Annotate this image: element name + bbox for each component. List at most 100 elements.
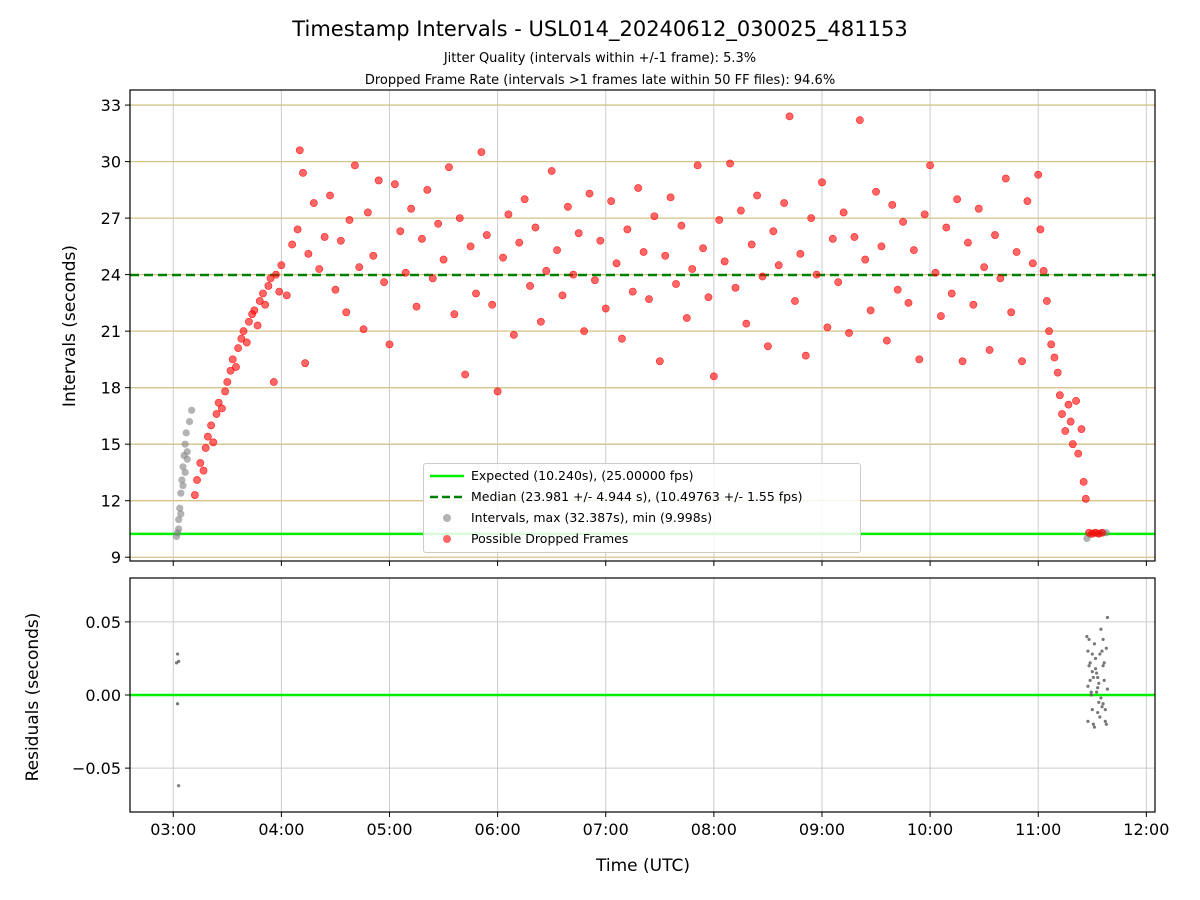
dropped-frame-point <box>563 202 572 211</box>
dropped-frame-point <box>295 146 304 155</box>
dropped-frame-point <box>190 491 199 499</box>
dropped-frame-point <box>299 168 307 177</box>
residual-point <box>1105 687 1110 691</box>
dropped-frame-point <box>520 195 529 204</box>
dropped-frame-point <box>942 223 951 232</box>
residual-point <box>1090 708 1094 712</box>
top-y-axis-label: Intervals (seconds) <box>60 245 80 407</box>
dropped-frame-point <box>301 359 310 368</box>
dropped-frame-point <box>350 161 359 170</box>
residual-point <box>1099 696 1103 700</box>
dropped-frame-point <box>1034 170 1043 179</box>
dropped-frame-point <box>985 346 994 354</box>
x-tick-label: 12:00 <box>1123 820 1169 839</box>
dropped-frame-point <box>203 432 212 441</box>
dropped-frame-point <box>207 421 215 430</box>
residual-point <box>1085 634 1089 639</box>
residual-point <box>1101 702 1105 706</box>
y-tick-label: 15 <box>101 435 121 454</box>
dropped-frame-point <box>888 201 897 209</box>
dropped-frame-point <box>199 466 208 475</box>
dropped-frame-point <box>926 161 935 170</box>
residual-point <box>1104 722 1108 726</box>
interval-point <box>182 429 190 437</box>
plot-frame <box>129 577 1156 813</box>
dropped-frame-point <box>937 312 945 320</box>
residual-point <box>1098 715 1102 719</box>
dropped-frame-point <box>682 314 691 322</box>
dropped-frame-point <box>536 317 545 326</box>
residual-point <box>1086 719 1090 723</box>
x-tick-label: 04:00 <box>258 820 304 839</box>
dropped-frame-point <box>369 251 378 260</box>
dropped-frame-point <box>661 251 670 260</box>
chart-legend: Expected (10.240s), (25.00000 fps) Media… <box>423 463 861 553</box>
dropped-frame-point <box>212 410 221 418</box>
dropped-frame-point <box>272 270 280 279</box>
dropped-frame-point <box>261 300 270 309</box>
dropped-frame-point <box>374 176 383 185</box>
dropped-frame-point <box>221 387 230 396</box>
residual-point <box>1096 686 1100 690</box>
dropped-frame-point <box>899 217 907 226</box>
dropped-frame-point <box>1079 477 1088 486</box>
dropped-frame-point <box>834 278 843 287</box>
dropped-frame-point <box>1055 391 1064 400</box>
legend-label-intervals: Intervals, max (32.387s), min (9.998s) <box>471 510 713 525</box>
residual-point <box>1096 710 1100 715</box>
dropped-frame-point <box>731 283 740 292</box>
dropped-frame-point <box>488 300 497 309</box>
dropped-frame-point <box>245 317 253 326</box>
dropped-frame-point <box>1058 410 1066 418</box>
dropped-frame-point <box>974 204 983 213</box>
dropped-frame-point <box>253 321 262 330</box>
dropped-frame-point <box>823 323 832 332</box>
dropped-frame-point <box>315 265 324 273</box>
dropped-frame-point <box>439 255 448 264</box>
residual-point <box>1087 664 1091 668</box>
dropped-frame-point <box>866 306 875 315</box>
legend-swatch-expected <box>430 474 464 478</box>
dropped-frame-point <box>293 225 302 234</box>
interval-point <box>177 510 185 518</box>
dropped-frame-point <box>264 282 273 290</box>
dropped-frame-point <box>1098 528 1106 537</box>
x-tick-label: 05:00 <box>366 820 412 839</box>
residual-point <box>175 652 180 656</box>
dropped-frame-point <box>509 331 518 339</box>
interval-point <box>185 417 194 426</box>
residual-point <box>1099 627 1103 631</box>
dropped-frame-point <box>201 444 210 452</box>
dropped-frame-point <box>574 229 583 238</box>
dropped-frame-point <box>401 268 410 277</box>
dropped-frame-point <box>412 302 421 311</box>
dropped-frame-point <box>753 191 762 200</box>
dropped-frame-point <box>345 216 354 224</box>
dropped-frame-point <box>1012 248 1021 256</box>
dropped-frame-point <box>1042 297 1051 305</box>
x-tick-label: 06:00 <box>475 820 521 839</box>
dropped-frame-point <box>715 216 724 224</box>
dropped-frame-point <box>872 187 880 196</box>
interval-point <box>179 463 187 471</box>
dropped-frame-point <box>331 285 340 294</box>
legend-swatch-intervals <box>443 514 451 522</box>
dropped-frame-point <box>542 266 551 275</box>
dropped-frame-point <box>726 159 734 168</box>
dropped-frame-point <box>1001 174 1010 183</box>
dropped-frame-point <box>580 327 589 336</box>
dropped-frame-point <box>304 250 313 258</box>
dropped-frame-point <box>1068 440 1077 449</box>
dropped-frame-point <box>758 272 767 281</box>
legend-swatch-dropped <box>443 535 451 543</box>
residual-point <box>1092 642 1097 646</box>
dropped-frame-point <box>688 265 697 273</box>
dropped-frame-point <box>855 116 864 125</box>
dropped-frame-point <box>515 238 524 247</box>
dropped-frame-point <box>791 297 799 305</box>
dropped-frame-point <box>250 306 259 315</box>
dropped-frame-point <box>355 263 364 271</box>
dropped-frame-point <box>342 308 351 317</box>
dropped-frame-point <box>1007 308 1016 317</box>
